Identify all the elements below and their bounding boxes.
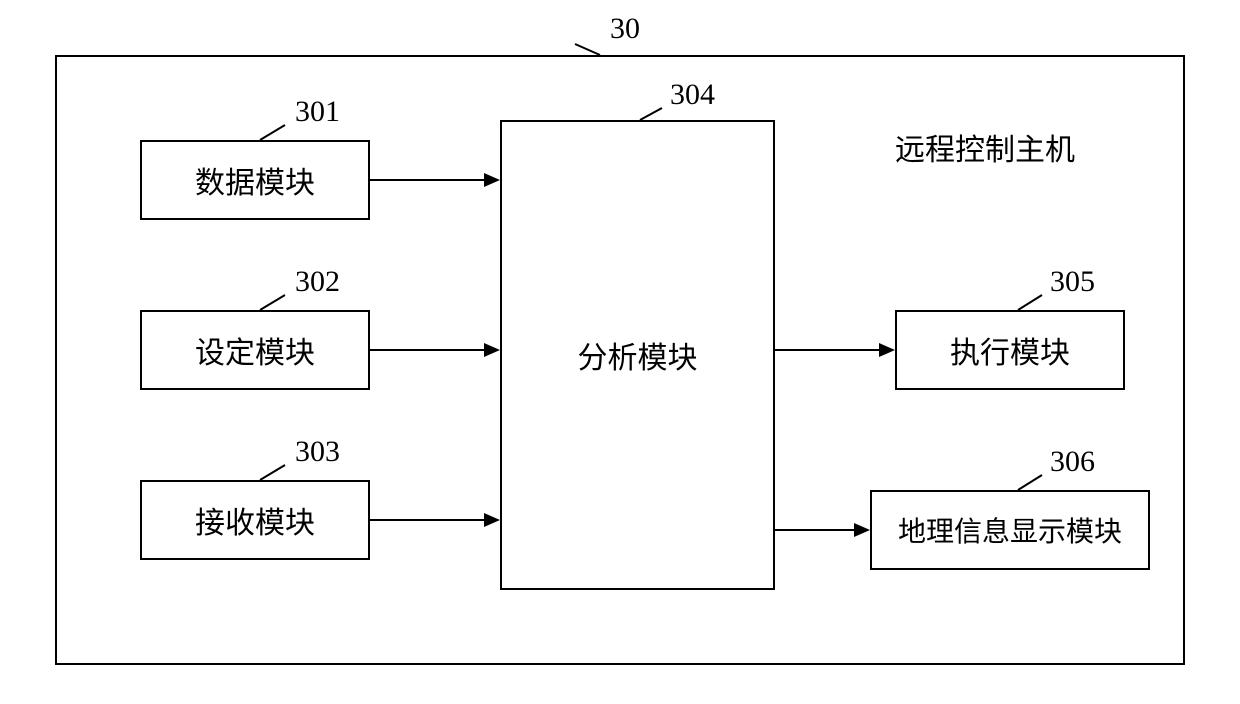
- ref-number-305: 305: [1050, 265, 1095, 299]
- ref-number-303: 303: [295, 435, 340, 469]
- ref-number-304: 304: [670, 78, 715, 112]
- outer-ref-number: 30: [610, 12, 640, 46]
- node-analysis-module: 分析模块: [500, 120, 775, 590]
- node-label: 分析模块: [578, 333, 698, 377]
- arrow-head-icon: [484, 173, 500, 187]
- node-label: 执行模块: [950, 328, 1070, 372]
- node-geo-display-module: 地理信息显示模块: [870, 490, 1150, 570]
- ref-number-301: 301: [295, 95, 340, 129]
- edge-302-304: [370, 349, 484, 351]
- arrow-head-icon: [879, 343, 895, 357]
- edge-304-305: [775, 349, 879, 351]
- node-label: 接收模块: [195, 498, 315, 542]
- node-execute-module: 执行模块: [895, 310, 1125, 390]
- node-label: 数据模块: [195, 158, 315, 202]
- edge-304-306: [775, 529, 854, 531]
- node-label: 设定模块: [195, 328, 315, 372]
- node-settings-module: 设定模块: [140, 310, 370, 390]
- arrow-head-icon: [854, 523, 870, 537]
- ref-number-302: 302: [295, 265, 340, 299]
- ref-number-306: 306: [1050, 445, 1095, 479]
- edge-301-304: [370, 179, 484, 181]
- arrow-head-icon: [484, 513, 500, 527]
- arrow-head-icon: [484, 343, 500, 357]
- diagram-title: 远程控制主机: [895, 125, 1075, 169]
- edge-303-304: [370, 519, 484, 521]
- diagram-canvas: 30 远程控制主机 数据模块 301 设定模块 302 接收模块 303 分析模…: [0, 0, 1240, 704]
- node-data-module: 数据模块: [140, 140, 370, 220]
- node-receive-module: 接收模块: [140, 480, 370, 560]
- node-label: 地理信息显示模块: [898, 510, 1122, 550]
